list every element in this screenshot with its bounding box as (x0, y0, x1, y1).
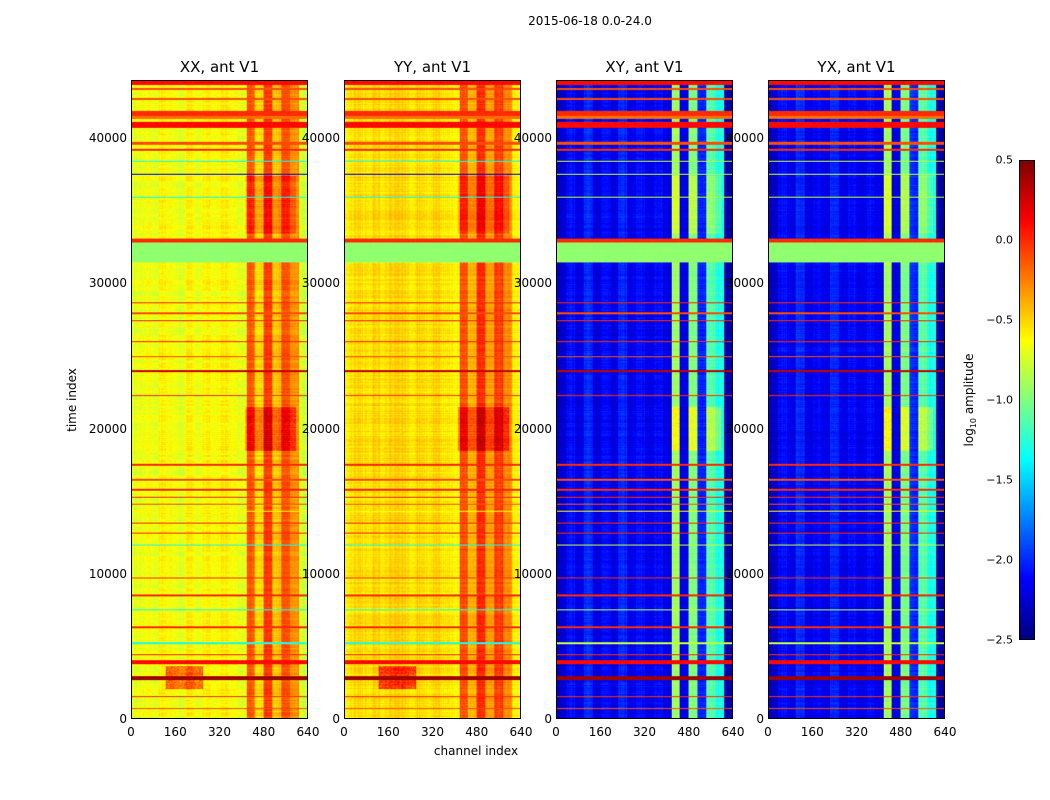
y-tick-label: 10000 (301, 566, 340, 581)
x-tick-label: 640 (296, 725, 320, 739)
y-tick-label: 30000 (88, 276, 127, 291)
y-tick-label: 30000 (725, 276, 764, 291)
y-axis-label: time index (65, 368, 79, 432)
y-tick-label: 0 (332, 712, 340, 726)
heatmap-image (557, 81, 732, 718)
x-tick-label: 0 (127, 725, 135, 739)
heatmap-panel-4 (768, 80, 945, 719)
colorbar-tick-label: 0.0 (995, 233, 1014, 247)
y-tick-label: 30000 (513, 276, 552, 291)
x-axis-label: channel index (433, 744, 519, 758)
heatmap-panel-3 (556, 80, 733, 719)
colorbar-tick-label: −2.0 (986, 553, 1013, 567)
colorbar-tick-label: 0.5 (995, 153, 1014, 167)
x-tick-label: 0 (764, 725, 772, 739)
colorbar-tick-label: −2.5 (986, 633, 1013, 647)
x-tick-label: 160 (588, 725, 612, 739)
x-tick-label: 480 (889, 725, 913, 739)
colorbar-tick-label: −0.5 (986, 313, 1013, 327)
heatmap-panel-2 (344, 80, 521, 719)
x-tick-label: 480 (677, 725, 701, 739)
y-tick-label: 40000 (301, 131, 340, 146)
x-tick-label: 0 (552, 725, 560, 739)
panel-title: YX, ant V1 (817, 58, 896, 76)
x-tick-label: 640 (721, 725, 745, 739)
heatmap-panel-1 (131, 80, 308, 719)
colorbar-tick-label: −1.0 (986, 393, 1013, 407)
panel-title: YY, ant V1 (393, 58, 471, 76)
colorbar (1019, 160, 1035, 640)
x-tick-label: 480 (465, 725, 489, 739)
colorbar-label: log10 amplitude (961, 353, 979, 447)
x-tick-label: 320 (208, 725, 231, 739)
heatmap-image (769, 81, 944, 718)
x-tick-label: 0 (340, 725, 348, 739)
heatmap-image (345, 81, 520, 718)
panel-title: XX, ant V1 (179, 58, 260, 76)
y-tick-label: 0 (544, 712, 552, 726)
x-tick-label: 160 (163, 725, 187, 739)
y-tick-label: 30000 (301, 276, 340, 291)
figure-title: 2015-06-18 0.0-24.0 (528, 14, 652, 28)
y-tick-label: 20000 (725, 421, 764, 436)
x-tick-label: 640 (509, 725, 533, 739)
y-tick-label: 0 (756, 712, 764, 726)
x-tick-label: 480 (252, 725, 276, 739)
y-tick-label: 40000 (513, 131, 552, 146)
y-tick-label: 20000 (301, 421, 340, 436)
x-tick-label: 160 (800, 725, 824, 739)
y-tick-label: 40000 (725, 131, 764, 146)
y-tick-label: 10000 (88, 566, 127, 581)
x-tick-label: 320 (845, 725, 868, 739)
x-tick-label: 320 (421, 725, 444, 739)
y-tick-label: 10000 (513, 566, 552, 581)
y-tick-label: 40000 (88, 131, 127, 146)
x-tick-label: 320 (633, 725, 656, 739)
y-tick-label: 20000 (513, 421, 552, 436)
heatmap-image (132, 81, 307, 718)
y-tick-label: 10000 (725, 566, 764, 581)
colorbar-tick-label: −1.5 (986, 473, 1013, 487)
x-tick-label: 640 (933, 725, 957, 739)
y-tick-label: 20000 (88, 421, 127, 436)
y-tick-label: 0 (119, 712, 127, 726)
x-tick-label: 160 (376, 725, 400, 739)
panel-title: XY, ant V1 (605, 58, 684, 76)
